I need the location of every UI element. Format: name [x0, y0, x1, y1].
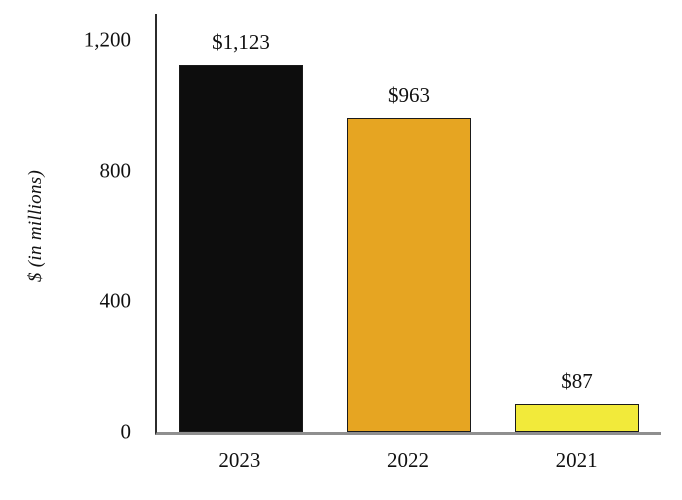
bar-slot: $1,123	[157, 14, 325, 432]
y-tick-label: 800	[99, 158, 132, 183]
y-tick-label: 400	[99, 288, 132, 313]
bar-slot: $87	[493, 14, 661, 432]
x-axis-labels: 2023 2022 2021	[155, 448, 661, 473]
bar-value-label: $963	[388, 82, 430, 107]
bar-2021	[514, 403, 640, 432]
plot-area: $1,123 $963 $87	[155, 14, 661, 435]
bar-value-label: $87	[561, 368, 593, 393]
y-tick-label: 0	[120, 419, 132, 444]
x-axis-label: 2023	[218, 448, 261, 472]
bar-value-label: $1,123	[212, 30, 270, 55]
x-axis-label: 2022	[387, 448, 429, 472]
x-axis-label: 2021	[555, 448, 598, 472]
bar-2023	[178, 65, 304, 432]
bars-area: $1,123 $963 $87	[157, 14, 661, 432]
bar-slot: $963	[325, 14, 493, 432]
y-tick-label: 1,200	[83, 27, 131, 52]
y-axis-ticks: 0 400 800 1,200	[0, 14, 155, 444]
bar-2022	[346, 117, 472, 432]
